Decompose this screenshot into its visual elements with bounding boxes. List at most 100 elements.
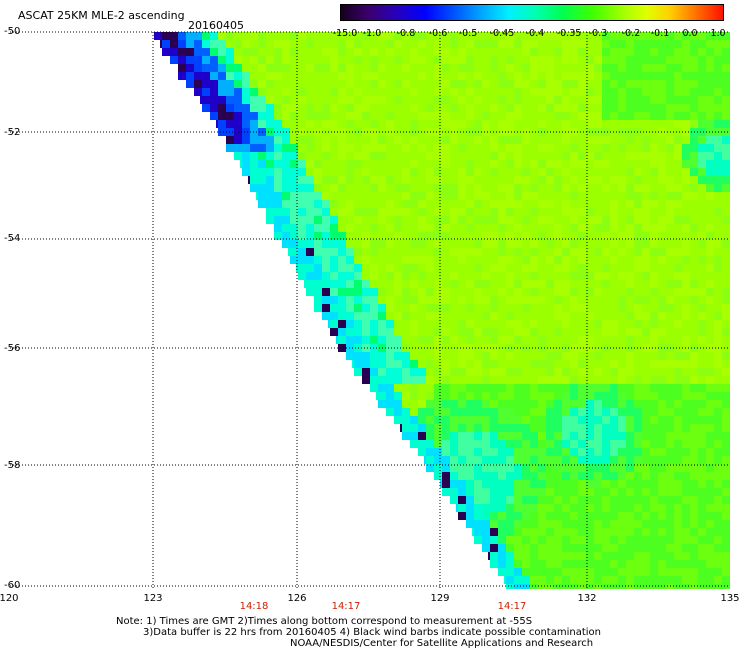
swath-cell (394, 40, 402, 48)
swath-cell (626, 304, 634, 312)
swath-cell (322, 88, 330, 96)
swath-cell (266, 72, 274, 80)
swath-cell (370, 72, 378, 80)
swath-cell (610, 536, 618, 544)
swath-cell (714, 56, 722, 64)
swath-cell (530, 104, 538, 112)
swath-cell (666, 352, 674, 360)
swath-cell (706, 208, 714, 216)
swath-cell (594, 504, 602, 512)
swath-cell (474, 296, 482, 304)
swath-cell (618, 136, 626, 144)
swath-cell (458, 296, 466, 304)
swath-cell (562, 192, 570, 200)
swath-cell (642, 248, 650, 256)
swath-cell (394, 104, 402, 112)
swath-cell (498, 64, 506, 72)
swath-cell (498, 80, 506, 88)
swath-cell (722, 400, 730, 408)
swath-cell (394, 240, 402, 248)
swath-cell (378, 368, 386, 376)
swath-cell (562, 440, 570, 448)
swath-cell (282, 208, 290, 216)
swath-cell (594, 192, 602, 200)
swath-cell (538, 440, 546, 448)
swath-cell (554, 88, 562, 96)
swath-cell (442, 248, 450, 256)
swath-cell (538, 480, 546, 488)
swath-cell (194, 88, 202, 96)
swath-cell (554, 248, 562, 256)
swath-cell (722, 528, 730, 536)
swath-cell (426, 296, 434, 304)
swath-cell (402, 296, 410, 304)
swath-cell (666, 520, 674, 528)
swath-cell (466, 496, 474, 504)
swath-cell (530, 48, 538, 56)
swath-cell (474, 504, 482, 512)
swath-cell (410, 352, 418, 360)
swath-cell (274, 56, 282, 64)
swath-cell (266, 192, 274, 200)
swath-cell (610, 408, 618, 416)
swath-cell (666, 576, 674, 584)
swath-cell (354, 352, 362, 360)
swath-cell (562, 160, 570, 168)
swath-cell (666, 40, 674, 48)
swath-cell (650, 576, 658, 584)
swath-cell (634, 456, 642, 464)
swath-cell (602, 480, 610, 488)
swath-cell (514, 312, 522, 320)
swath-cell (538, 576, 546, 584)
swath-cell (586, 448, 594, 456)
swath-cell (682, 560, 690, 568)
swath-cell (386, 184, 394, 192)
swath-cell (434, 304, 442, 312)
swath-cell (514, 512, 522, 520)
swath-cell (722, 160, 730, 168)
swath-cell (698, 584, 706, 589)
swath-cell (562, 416, 570, 424)
swath-cell (354, 96, 362, 104)
swath-cell (626, 488, 634, 496)
swath-cell (674, 400, 682, 408)
swath-cell (578, 192, 586, 200)
swath-cell (722, 384, 730, 392)
swath-cell (634, 88, 642, 96)
swath-cell (418, 360, 426, 368)
swath-cell (498, 424, 506, 432)
swath-cell (362, 248, 370, 256)
swath-cell (522, 536, 530, 544)
swath-cell (514, 56, 522, 64)
swath-cell (378, 224, 386, 232)
swath-cell (458, 152, 466, 160)
swath-cell (330, 288, 338, 296)
swath-cell (554, 264, 562, 272)
swath-cell (354, 48, 362, 56)
swath-cell (522, 160, 530, 168)
swath-cell (194, 56, 202, 64)
swath-cell (546, 360, 554, 368)
swath-cell (378, 376, 386, 384)
swath-cell (634, 464, 642, 472)
swath-cell (482, 424, 490, 432)
swath-cell (634, 472, 642, 480)
swath-cell (594, 288, 602, 296)
swath-cell (442, 200, 450, 208)
swath-cell (610, 224, 618, 232)
swath-cell (714, 96, 722, 104)
swath-cell (506, 520, 514, 528)
swath-cell (458, 416, 466, 424)
swath-cell (682, 536, 690, 544)
swath-cell (362, 312, 370, 320)
swath-cell (682, 328, 690, 336)
swath-cell (674, 560, 682, 568)
swath-cell (410, 144, 418, 152)
swath-cell (274, 64, 282, 72)
swath-cell (290, 160, 298, 168)
swath-cell (698, 352, 706, 360)
swath-cell (218, 104, 226, 112)
swath-cell (578, 88, 586, 96)
swath-cell (722, 504, 730, 512)
swath-cell (714, 136, 722, 144)
